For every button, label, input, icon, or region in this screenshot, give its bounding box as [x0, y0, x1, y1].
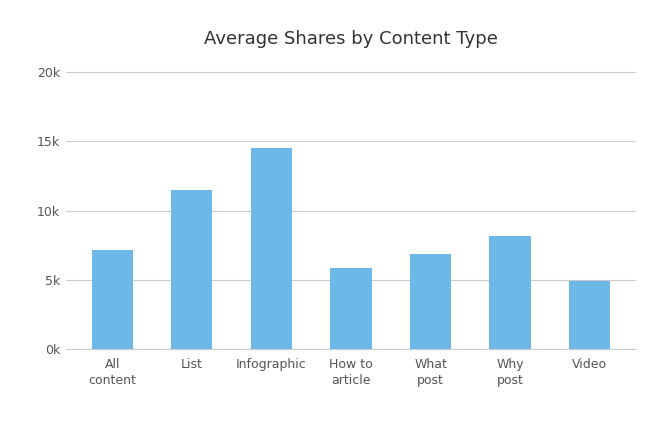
Title: Average Shares by Content Type: Average Shares by Content Type: [204, 30, 498, 48]
Bar: [410, 254, 451, 349]
Bar: [92, 250, 133, 349]
Bar: [569, 281, 610, 349]
Bar: [489, 236, 531, 349]
Text: ꜀́: ꜀́: [610, 410, 617, 421]
Bar: [251, 148, 292, 349]
Bar: [330, 267, 372, 349]
Text: OkDork: OkDork: [34, 403, 91, 416]
Bar: [171, 190, 213, 349]
Text: Buzzsumo: Buzzsumo: [497, 409, 576, 424]
Text: BY NOAH KAGAN: BY NOAH KAGAN: [33, 426, 92, 431]
